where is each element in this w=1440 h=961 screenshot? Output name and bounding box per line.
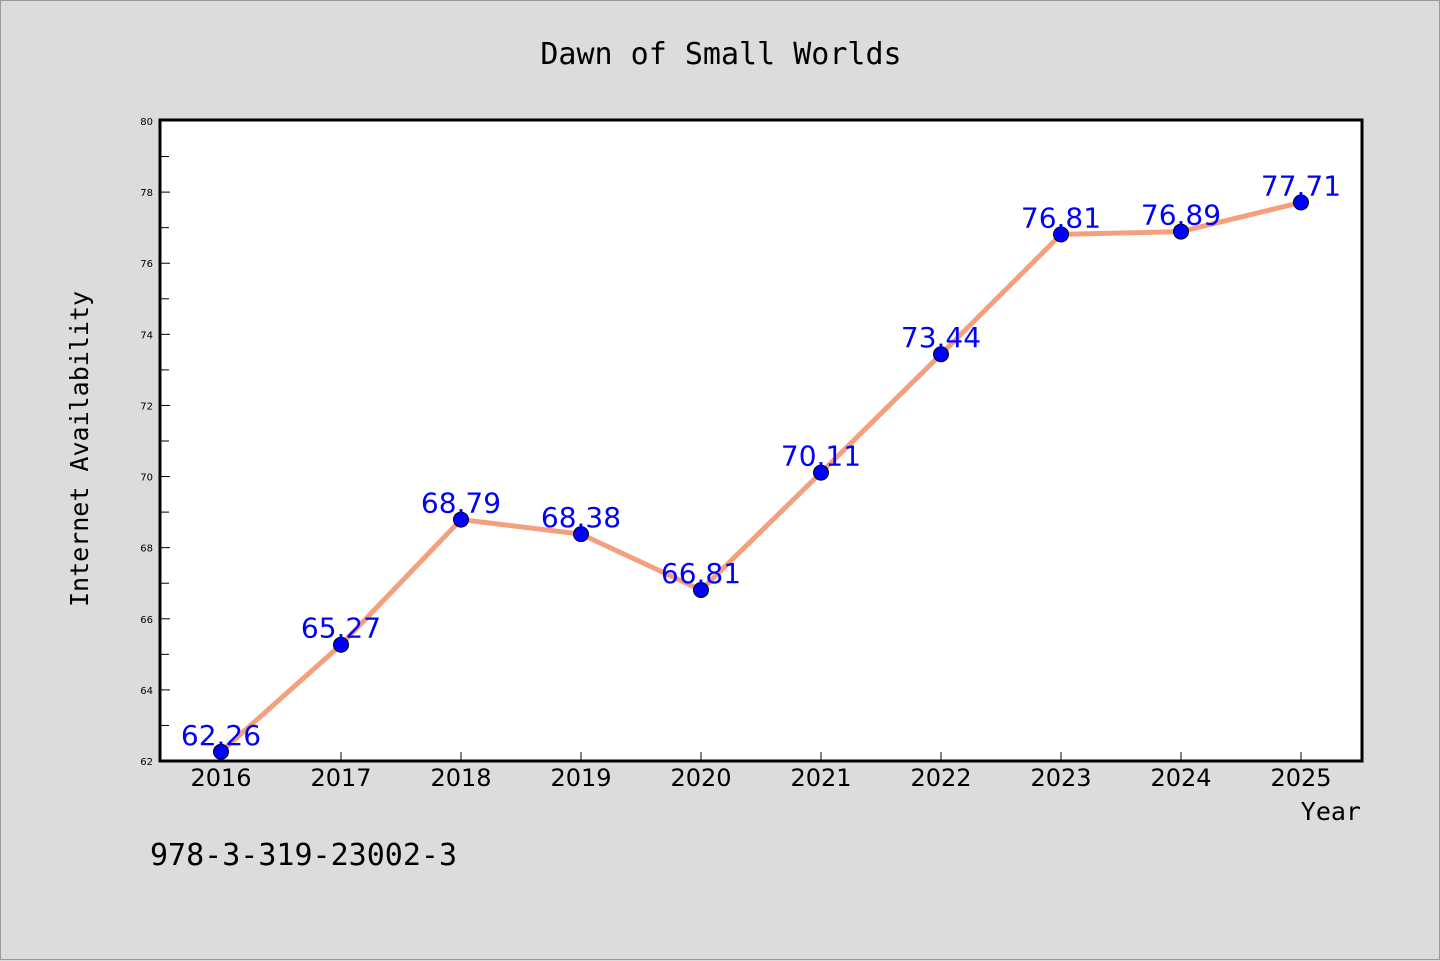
x-tick-label: 2019 xyxy=(550,764,611,792)
data-point-marker xyxy=(813,464,829,481)
y-tick-label: 68 xyxy=(140,544,153,555)
data-point-marker xyxy=(933,346,949,363)
data-label: 66.81 xyxy=(661,557,741,590)
x-tick-label: 2020 xyxy=(670,764,731,792)
x-tick-label: 2017 xyxy=(310,764,371,792)
y-tick-label: 66 xyxy=(140,615,153,626)
plot-area xyxy=(158,118,1364,763)
series-layer: 62.26 65.27 68.79 68.38 66.81 70.11 73.44 76.81… xyxy=(181,169,1341,760)
data-point-marker xyxy=(333,636,349,653)
series-line xyxy=(218,199,1304,755)
x-tick-label: 2016 xyxy=(190,764,251,792)
data-label: 65.27 xyxy=(301,612,381,645)
data-point-marker xyxy=(1173,223,1189,240)
x-tick-label: 2025 xyxy=(1270,764,1331,792)
y-axis: 62 64 66 68 70 72 74 76 78 80 xyxy=(140,117,170,768)
data-label: 76.89 xyxy=(1141,199,1221,232)
x-tick-label: 2018 xyxy=(430,764,491,792)
y-tick-label: 72 xyxy=(140,401,153,412)
data-point-marker xyxy=(453,511,469,528)
y-tick-label: 64 xyxy=(140,686,153,697)
isbn-annotation: 978-3-319-23002-3 xyxy=(150,838,457,873)
x-tick-label: 2023 xyxy=(1030,764,1091,792)
data-label: 77.71 xyxy=(1261,169,1341,202)
x-tick-label: 2024 xyxy=(1150,764,1211,792)
data-label: 62.26 xyxy=(181,719,261,752)
y-tick-label: 78 xyxy=(140,188,153,199)
data-point-marker xyxy=(1053,226,1069,243)
y-tick-label: 80 xyxy=(140,117,153,128)
data-label: 70.11 xyxy=(781,440,861,473)
data-label: 73.44 xyxy=(901,321,981,354)
data-point-marker xyxy=(573,526,589,543)
y-tick-label: 62 xyxy=(140,757,153,768)
x-axis-label: Year xyxy=(1301,797,1361,826)
data-label: 76.81 xyxy=(1021,201,1101,234)
data-point-marker xyxy=(693,581,709,598)
data-label: 68.38 xyxy=(541,501,621,534)
x-axis: 2016 2017 2018 2019 2020 2021 2022 2023 2024 2025 xyxy=(190,752,1332,792)
data-label: 68.79 xyxy=(421,487,501,520)
y-tick-label: 70 xyxy=(140,473,153,484)
data-point-marker xyxy=(1293,194,1309,211)
y-tick-label: 76 xyxy=(140,259,153,270)
x-tick-label: 2021 xyxy=(790,764,851,792)
data-point-marker xyxy=(213,743,229,760)
y-axis-label: Internet Availability xyxy=(65,291,94,607)
x-tick-label: 2022 xyxy=(910,764,971,792)
y-tick-label: 74 xyxy=(140,330,153,341)
chart-title: Dawn of Small Worlds xyxy=(540,37,901,72)
